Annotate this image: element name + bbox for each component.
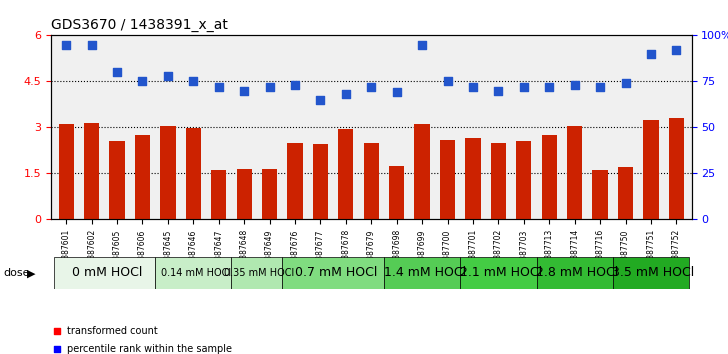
FancyBboxPatch shape — [155, 257, 232, 289]
Bar — [414, 124, 430, 219]
Bar — [237, 169, 252, 219]
Bar — [618, 167, 633, 219]
Point — [238, 88, 250, 93]
Point — [493, 88, 505, 93]
Text: dose: dose — [4, 268, 30, 278]
Point — [594, 84, 606, 90]
Point — [137, 79, 149, 84]
FancyBboxPatch shape — [613, 257, 689, 289]
Point — [365, 84, 377, 90]
Point — [314, 97, 326, 103]
Bar — [364, 143, 379, 219]
Bar — [262, 169, 277, 219]
Point — [424, 124, 435, 130]
Text: 2.8 mM HOCl: 2.8 mM HOCl — [536, 266, 618, 279]
Point — [645, 51, 657, 57]
Point — [264, 84, 275, 90]
Point — [289, 82, 301, 88]
Bar — [339, 129, 354, 219]
FancyBboxPatch shape — [384, 257, 460, 289]
Text: 0.7 mM HOCl: 0.7 mM HOCl — [295, 266, 377, 279]
Text: percentile rank within the sample: percentile rank within the sample — [67, 344, 232, 354]
Text: ▶: ▶ — [27, 268, 36, 278]
Bar — [567, 126, 582, 219]
Point — [569, 82, 580, 88]
Bar — [440, 140, 455, 219]
Bar — [109, 141, 124, 219]
FancyBboxPatch shape — [282, 257, 384, 289]
Text: 2.1 mM HOCl: 2.1 mM HOCl — [460, 266, 542, 279]
Bar — [669, 118, 684, 219]
Bar — [542, 135, 557, 219]
Point — [60, 42, 72, 47]
Bar — [491, 143, 506, 219]
Point — [391, 90, 403, 95]
FancyBboxPatch shape — [537, 257, 613, 289]
Point — [543, 84, 555, 90]
Point — [467, 84, 479, 90]
Bar — [288, 143, 303, 219]
Point — [670, 47, 682, 53]
Point — [86, 42, 98, 47]
Text: 0.35 mM HOCl: 0.35 mM HOCl — [224, 268, 295, 278]
Point — [424, 285, 435, 291]
Point — [518, 84, 530, 90]
Bar — [593, 170, 608, 219]
FancyBboxPatch shape — [53, 257, 155, 289]
Point — [213, 84, 224, 90]
Text: 0 mM HOCl: 0 mM HOCl — [71, 266, 142, 279]
Point — [188, 79, 199, 84]
Point — [340, 91, 352, 97]
FancyBboxPatch shape — [460, 257, 537, 289]
Point — [442, 79, 454, 84]
Bar — [644, 120, 659, 219]
Point — [620, 80, 631, 86]
Bar — [389, 166, 404, 219]
Text: GDS3670 / 1438391_x_at: GDS3670 / 1438391_x_at — [51, 18, 228, 32]
Point — [162, 73, 174, 79]
Bar — [313, 144, 328, 219]
Bar — [160, 126, 175, 219]
Bar — [465, 138, 480, 219]
Bar — [186, 128, 201, 219]
Point — [111, 69, 123, 75]
Bar — [58, 124, 74, 219]
Bar — [84, 123, 99, 219]
Text: 0.14 mM HOCl: 0.14 mM HOCl — [161, 268, 231, 278]
Text: 3.5 mM HOCl: 3.5 mM HOCl — [612, 266, 695, 279]
Point — [416, 42, 428, 47]
Bar — [211, 170, 226, 219]
Text: 1.4 mM HOCl: 1.4 mM HOCl — [384, 266, 466, 279]
Bar — [516, 141, 531, 219]
FancyBboxPatch shape — [232, 257, 282, 289]
Bar — [135, 135, 150, 219]
Text: transformed count: transformed count — [67, 326, 158, 336]
